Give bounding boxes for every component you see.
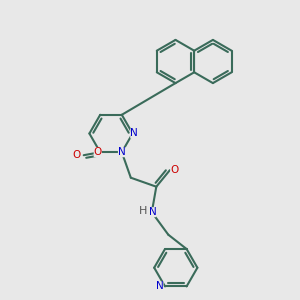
Text: O: O <box>170 165 178 175</box>
Text: O: O <box>94 147 102 157</box>
Text: N: N <box>130 128 138 139</box>
Text: N: N <box>156 281 164 291</box>
Text: O: O <box>72 150 80 160</box>
Text: H: H <box>139 206 148 216</box>
Text: N: N <box>148 207 156 217</box>
Text: N: N <box>118 147 126 157</box>
